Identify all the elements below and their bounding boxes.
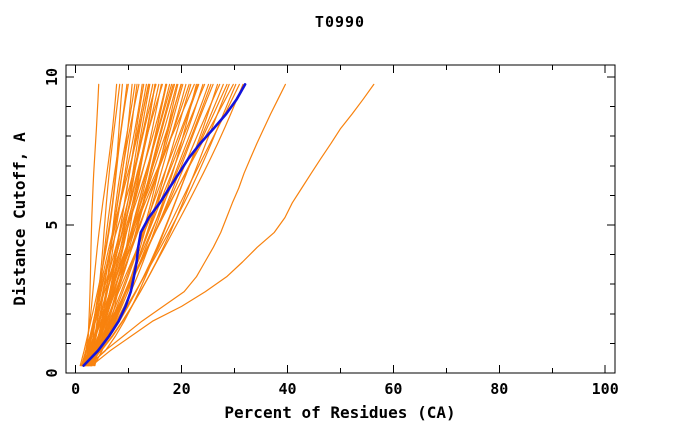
x-tick-label: 40 <box>278 380 296 398</box>
model-line <box>88 83 167 367</box>
y-tick-label: 10 <box>43 68 61 86</box>
x-tick-labels-group: 0 20 40 60 80 100 <box>71 380 619 398</box>
model-line <box>81 83 154 367</box>
axis-ticks-group <box>66 65 615 374</box>
model-line <box>83 83 182 367</box>
model-line <box>83 83 210 367</box>
x-tick-label: 80 <box>490 380 508 398</box>
outlier-model-lines-group <box>88 83 375 367</box>
model-line <box>83 83 190 367</box>
y-tick-label: 5 <box>43 220 61 229</box>
x-tick-label: 20 <box>173 380 191 398</box>
x-tick-label: 60 <box>384 380 402 398</box>
model-line <box>88 83 176 367</box>
y-tick-labels-group: 0 5 10 <box>43 68 61 378</box>
outlier-model-line <box>90 83 375 367</box>
model-line <box>81 83 118 367</box>
y-axis-label: Distance Cutoff, A <box>10 132 29 306</box>
highlight-model-line-group <box>82 83 247 367</box>
model-lines-group <box>79 83 244 367</box>
model-line <box>85 83 100 367</box>
x-tick-label: 100 <box>592 380 619 398</box>
x-tick-label: 0 <box>71 380 80 398</box>
page-title: T0990 <box>315 13 365 31</box>
model-line <box>83 83 244 367</box>
y-tick-label: 0 <box>43 368 61 377</box>
x-axis-label: Percent of Residues (CA) <box>224 403 455 422</box>
model-line <box>79 83 129 367</box>
model-line <box>82 83 195 367</box>
model-line <box>90 83 192 367</box>
model-line <box>82 83 156 367</box>
model-line <box>89 83 234 367</box>
outlier-model-line <box>88 83 286 367</box>
highlight-model-line <box>82 83 247 367</box>
